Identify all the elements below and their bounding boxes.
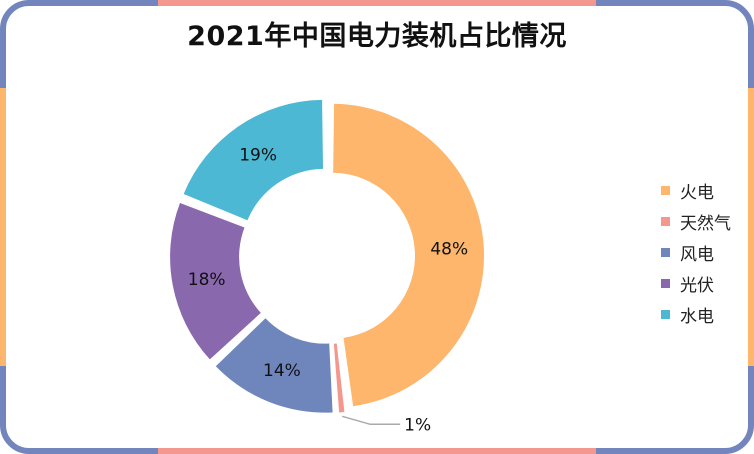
chart-legend: 火电天然气风电光伏水电: [661, 175, 731, 330]
slice-5: [183, 99, 324, 221]
legend-swatch-4: [661, 279, 670, 288]
data-label-3: 14%: [263, 361, 301, 381]
data-label-2: 1%: [404, 415, 431, 435]
slice-2: [333, 343, 345, 413]
leader-line-2: [341, 415, 401, 426]
data-label-5: 19%: [239, 146, 277, 166]
legend-swatch-1: [661, 186, 670, 195]
legend-label-2: 天然气: [680, 214, 731, 234]
chart-data-labels: 48% 1% 14% 18% 19%: [188, 146, 468, 436]
chart-title: 2021年中国电力装机占比情况: [187, 21, 567, 52]
legend-swatch-2: [661, 217, 670, 226]
data-label-1: 48%: [430, 239, 468, 259]
legend-item-1: 火电: [661, 175, 731, 206]
slice-1: [333, 103, 484, 407]
legend-item-2: 天然气: [661, 206, 731, 237]
legend-item-3: 风电: [661, 237, 731, 268]
legend-swatch-5: [661, 310, 670, 319]
legend-item-5: 水电: [661, 299, 731, 330]
legend-label-4: 光伏: [680, 276, 714, 296]
chart-slices: [170, 99, 484, 413]
chart-leader-lines: [341, 415, 401, 426]
slice-3: [215, 318, 333, 413]
legend-swatch-3: [661, 248, 670, 257]
legend-label-5: 水电: [680, 307, 714, 327]
slice-4: [170, 202, 261, 360]
legend-item-4: 光伏: [661, 268, 731, 299]
legend-label-1: 火电: [680, 183, 714, 203]
data-label-4: 18%: [188, 270, 226, 290]
legend-label-3: 风电: [680, 245, 714, 265]
